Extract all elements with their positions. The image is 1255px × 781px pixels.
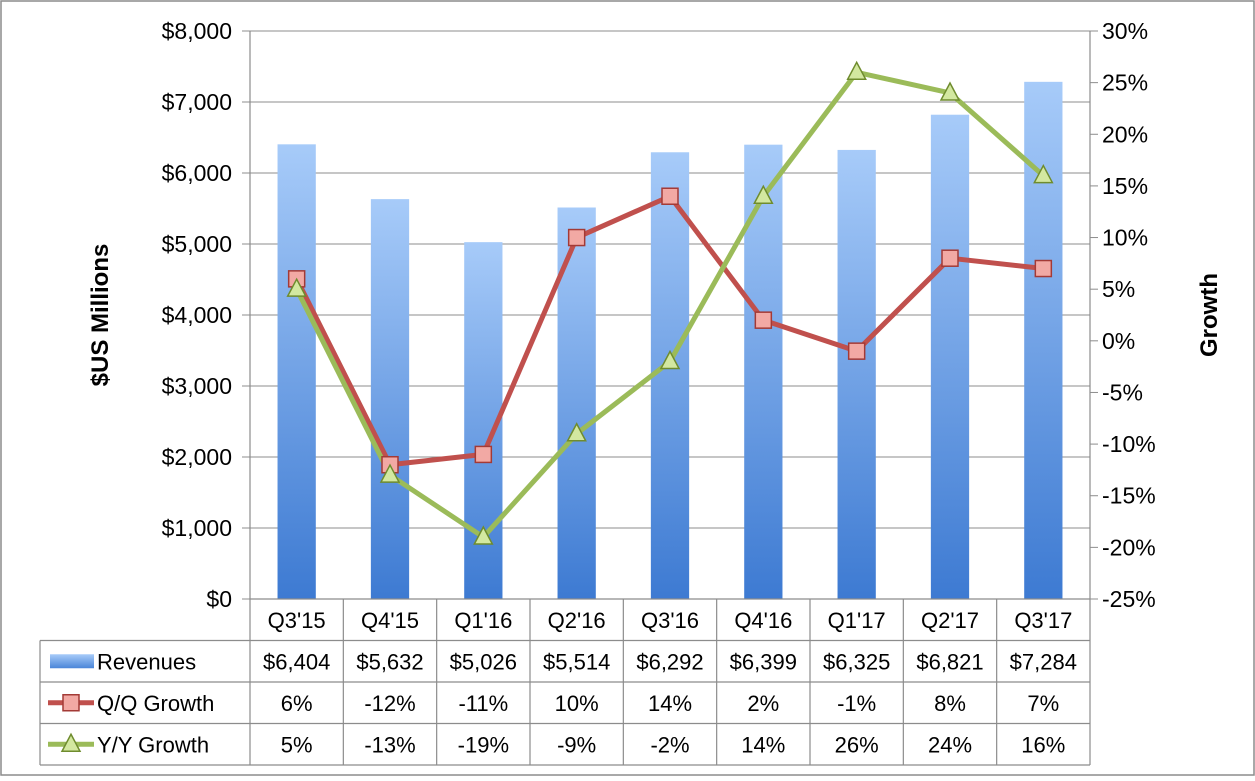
qq-growth-marker [474, 445, 493, 464]
data-label: -13% [364, 732, 415, 757]
legend-label: Y/Y Growth [97, 732, 209, 757]
data-label: 16% [1021, 732, 1065, 757]
y2-axis-tick-label: 5% [1102, 276, 1135, 302]
revenue-bar [650, 152, 690, 599]
qq-growth-marker [754, 311, 773, 329]
y-axis-tick-label: $3,000 [162, 373, 232, 399]
data-label: -11% [458, 691, 508, 716]
y2-axis-tick-label: -5% [1102, 379, 1143, 405]
yy-growth-marker [566, 422, 587, 442]
data-label: $5,514 [543, 649, 610, 674]
data-label: 14% [741, 732, 785, 757]
y2-axis-tick-label: 0% [1102, 328, 1135, 354]
y-axis-tick-label: $8,000 [162, 18, 232, 44]
data-label: 8% [934, 691, 966, 716]
category-label: Q4'15 [361, 608, 419, 633]
y2-axis-tick-label: 15% [1102, 173, 1148, 199]
y2-axis-tick-label: 25% [1102, 70, 1148, 96]
category-label: Q1'17 [828, 608, 886, 633]
y2-axis-tick-label: 10% [1102, 225, 1148, 251]
y2-axis-tick-label: 20% [1102, 121, 1148, 147]
yy-growth-marker [753, 184, 774, 204]
y-axis-tick-label: $0 [206, 586, 232, 612]
yy-growth-marker [1033, 163, 1054, 184]
qq-growth-marker [1034, 259, 1053, 278]
qq-growth-marker [661, 187, 679, 205]
y-axis-tick-label: $5,000 [162, 231, 232, 257]
y2-axis-tick-label: -20% [1102, 534, 1156, 560]
y-axis-tick-label: $7,000 [162, 89, 232, 115]
yy-growth-marker [379, 463, 401, 483]
data-label: -12% [364, 691, 415, 716]
data-label: -19% [458, 732, 509, 757]
yy-growth-marker [60, 732, 82, 752]
data-label: 24% [928, 732, 972, 757]
revenue-bar [837, 149, 876, 600]
legend-label: Revenues [97, 649, 196, 674]
data-label: $6,325 [823, 649, 890, 674]
yy-growth-marker [473, 525, 494, 545]
y2-axis-tick-label: -15% [1102, 483, 1156, 509]
y-axis-tick-label: $1,000 [162, 515, 232, 541]
qq-growth-marker [847, 342, 866, 360]
category-label: Q2'16 [548, 608, 606, 633]
yy-growth-marker [939, 81, 961, 101]
revenue-bar [930, 114, 970, 600]
y-axis-tick-label: $4,000 [162, 302, 232, 328]
data-label: -2% [650, 732, 689, 757]
data-label: -1% [837, 691, 876, 716]
yy-growth-marker [286, 277, 307, 297]
data-label: $7,284 [1010, 649, 1077, 674]
y2-axis-tick-label: -25% [1102, 586, 1156, 612]
category-label: Q3'16 [641, 608, 699, 633]
legend-label: Q/Q Growth [97, 691, 214, 716]
y-axis-tick-label: $6,000 [162, 160, 232, 186]
category-label: Q3'17 [1014, 608, 1072, 633]
data-label: $5,632 [356, 649, 423, 674]
yy-growth-marker [846, 60, 867, 81]
yy-growth-marker [659, 349, 681, 370]
category-label: Q1'16 [454, 608, 512, 633]
data-label: $6,399 [730, 649, 797, 674]
y-axis-tick-label: $2,000 [162, 444, 232, 470]
y-axis-title: $US Millions [87, 244, 114, 387]
data-label: $6,821 [916, 649, 983, 674]
y2-axis-tick-label: -10% [1102, 431, 1156, 457]
revenue-bar [744, 144, 783, 599]
data-label: 10% [555, 691, 599, 716]
data-label: $6,404 [263, 649, 330, 674]
category-label: Q2'17 [921, 608, 979, 633]
data-label: 26% [835, 732, 879, 757]
qq-growth-marker [941, 249, 959, 267]
data-label: $5,026 [450, 649, 517, 674]
y2-axis-tick-label: 30% [1102, 18, 1148, 44]
data-label: 7% [1027, 691, 1059, 716]
revenue-bar [370, 199, 410, 600]
category-label: Q3'15 [268, 608, 326, 633]
qq-growth-marker [62, 694, 80, 712]
data-label: -9% [557, 732, 596, 757]
category-label: Q4'16 [734, 608, 792, 633]
data-label: $6,292 [636, 649, 703, 674]
qq-growth-marker [567, 228, 586, 247]
revenue-bar [277, 144, 316, 600]
revenue-bar [1024, 81, 1063, 599]
data-label: 14% [648, 691, 692, 716]
data-label: 5% [281, 732, 313, 757]
legend-key-revenues [50, 654, 94, 669]
y2-axis-title: Growth [1196, 273, 1223, 357]
data-label: 6% [281, 691, 313, 716]
data-label: 2% [747, 691, 779, 716]
